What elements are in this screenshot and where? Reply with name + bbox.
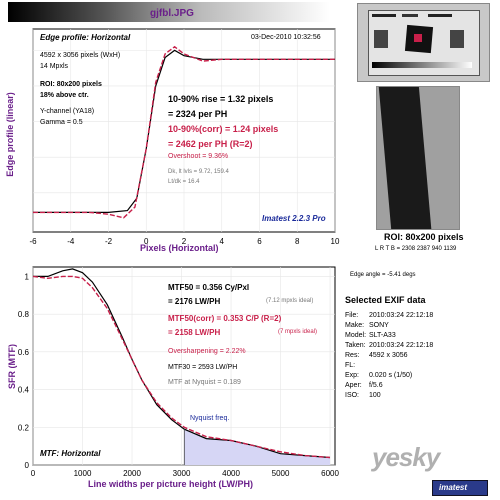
mtf-title: MTF: Horizontal [40,449,101,458]
edge-brand: Imatest 2.2.3 Pro [262,214,326,223]
exif-value: 4592 x 3056 [369,352,408,359]
edge-rise: 10-90% rise = 1.32 pixels [168,94,274,104]
edge-mpxls: 14 Mpxls [40,63,69,70]
roi-crop-image [376,86,460,230]
mtf50: MTF50 = 0.356 Cy/Pxl [168,283,250,292]
edge-corr: 10-90%(corr) = 1.24 pixels [168,124,279,134]
edge-dk: Dk, lt lvls = 9.72, 159.4 [168,169,229,175]
exif-key: ISO: [345,392,360,399]
oversharpening: Oversharpening = 2.22% [168,348,246,355]
mtf-xtick-label: 6000 [321,469,339,478]
edge-title: Edge profile: Horizontal [40,33,131,42]
exif-row: Taken: 2010:03:24 22:12:18 [345,342,495,352]
edge-xtick-label: 10 [331,237,340,246]
edge-ltdk: Lt/dk = 16.4 [168,179,200,185]
edge-xtick-label: 6 [257,237,262,246]
exif-key: Taken: [345,342,366,349]
mtf50-ideal: (7.12 mpxls ideal) [266,298,314,304]
mtf-ytick-label: 0.6 [18,348,30,357]
edge-xtick-label: -6 [29,237,37,246]
exif-row: Aper: f/5.6 [345,382,495,392]
header-gradient-bar [8,2,330,22]
exif-table: File: 2010:03:24 22:12:18 Make: SONY Model: S… [345,312,495,402]
exif-value: 100 [369,392,381,399]
mtf50-corr-ideal: (7 mpxls ideal) [278,329,318,335]
edge-date: 03-Dec-2010 10:32:56 [251,34,321,41]
edge-xtick-label: -2 [105,237,113,246]
mtf-xtick-label: 1000 [74,469,92,478]
mtf50-corr: MTF50(corr) = 0.353 C/P (R=2) [168,314,282,323]
imatest-logo: imatest [432,480,488,496]
edge-xlabel: Pixels (Horizontal) [140,243,219,253]
mtf50-lw: = 2176 LW/PH [168,297,221,306]
edge-rise-ph: = 2324 per PH [168,109,228,119]
exif-key: Model: [345,332,367,339]
mtf50-corr-lw: = 2158 LW/PH [168,328,221,337]
mtf-xtick-label: 2000 [123,469,141,478]
exif-key: Aper: [345,382,362,389]
edge-pixels: 4592 x 3056 pixels (WxH) [40,52,121,59]
exif-row: Exp: 0.020 s (1/50) [345,372,495,382]
edge-ylabel: Edge profile (linear) [4,92,15,177]
edge-xtick-label: 4 [220,237,225,246]
mtf-xtick-label: 3000 [173,469,191,478]
mtf-ylabel: SFR (MTF) [7,344,17,389]
watermark-site: yesky [372,442,440,472]
exif-value: 2010:03:24 22:12:18 [369,342,434,349]
edge-overshoot: Overshoot = 9.36% [168,153,229,160]
exif-row: FL: [345,362,495,372]
mtf-ytick-label: 1 [25,272,30,281]
exif-value: 2010:03:24 22:12:18 [369,312,434,319]
nyquist-label: Nyquist freq. [190,415,230,422]
edge-xtick-label: 0 [144,237,149,246]
exif-row: File: 2010:03:24 22:12:18 [345,312,495,322]
edge-xtick-label: 2 [182,237,187,246]
edge-roi: ROI: 80x200 pixels [40,81,102,88]
exif-row: ISO: 100 [345,392,495,402]
edge-above: 18% above ctr. [40,92,89,99]
edge-corr-ph: = 2462 per PH (R=2) [168,139,253,149]
exif-key: Res: [345,352,360,359]
test-chart-thumbnail [357,3,490,82]
edge-xtick-label: -4 [67,237,75,246]
imatest-logo-text: imatest [439,483,468,492]
mtf-corr-series [32,275,331,459]
exif-key: FL: [345,362,356,369]
mtf-ytick-label: 0.2 [18,423,30,432]
mtf-xtick-label: 0 [31,469,36,478]
exif-value: 0.020 s (1/50) [369,372,413,379]
edge-xtick-label: 8 [295,237,300,246]
edge-channel: Y-channel (YA18) [40,108,95,115]
edge-angle: Edge angle = -5.41 degs [350,272,416,278]
edge-profile-chart: -6 -4 -2 0 2 4 6 8 10 [29,28,340,246]
exif-row: Model: SLT-A33 [345,332,495,342]
mtf30: MTF30 = 2593 LW/PH [168,364,238,371]
mtf-xtick-label: 5000 [272,469,290,478]
exif-key: Exp: [345,372,360,379]
exif-row: Res: 4592 x 3056 [345,352,495,362]
exif-key: Make: [345,322,365,329]
mtf-xtick-label: 4000 [222,469,240,478]
roi-label: ROI: 80x200 pixels [384,232,464,242]
exif-row: Make: SONY [345,322,495,332]
file-title: gjfbl.JPG [150,8,194,19]
mtf-ytick-label: 0 [25,461,30,470]
edge-gamma: Gamma = 0.5 [40,119,83,126]
exif-value: SONY [369,322,389,329]
exif-key: File: [345,312,359,319]
roi-lrtb: L R T B = 2308 2387 940 1139 [375,246,457,252]
mtf-xlabel: Line widths per picture height (LW/PH) [88,479,254,489]
edge-profile-corr-series [33,45,335,219]
exif-value: SLT-A33 [369,332,396,339]
mtf-at-nyquist: MTF at Nyquist = 0.189 [168,379,241,386]
exif-title: Selected EXIF data [345,295,426,305]
exif-value: f/5.6 [369,382,383,389]
mtf-ytick-label: 0.8 [18,310,30,319]
mtf-chart: 0 1000 2000 3000 4000 5000 6000 0 0.2 0.4 0.6 0.8 1 [18,266,339,478]
mtf-ytick-label: 0.4 [18,386,30,395]
